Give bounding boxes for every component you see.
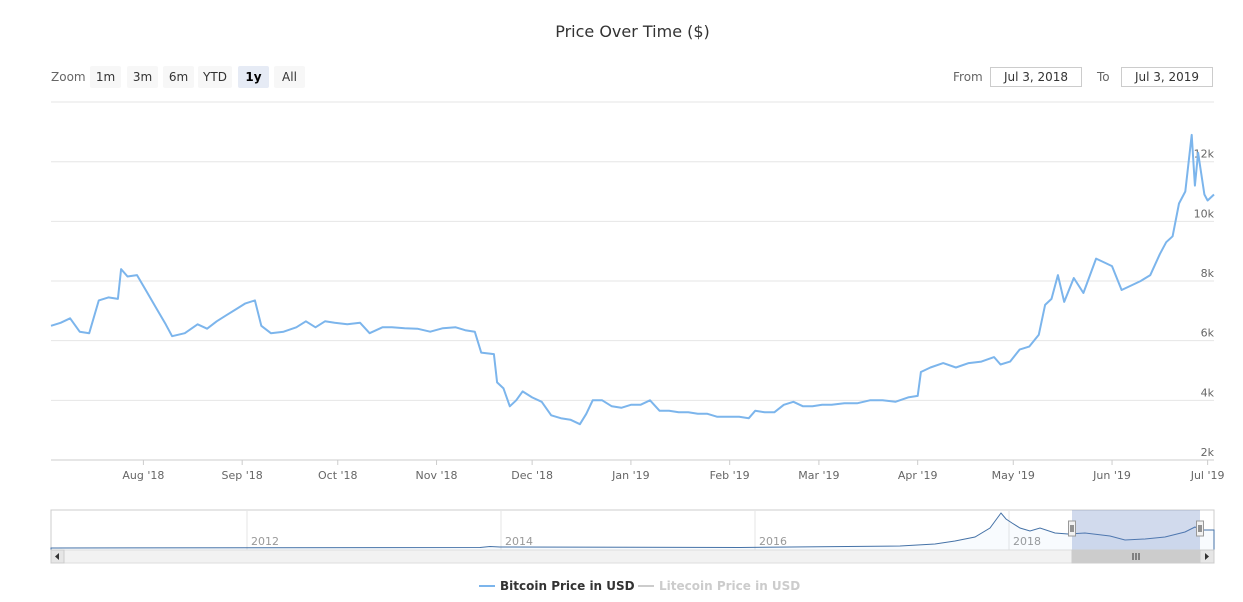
x-tick-label: Apr '19 xyxy=(898,469,938,482)
x-tick-label: May '19 xyxy=(992,469,1035,482)
legend-swatch-icon xyxy=(479,584,495,587)
x-tick-label: Nov '18 xyxy=(416,469,458,482)
zoom-button-6m[interactable]: 6m xyxy=(163,66,194,88)
zoom-label: Zoom xyxy=(51,70,86,84)
legend-item-0[interactable]: Bitcoin Price in USD xyxy=(479,579,635,593)
range-from-input[interactable]: Jul 3, 2018 xyxy=(990,67,1082,87)
y-tick-label: 6k xyxy=(1201,327,1215,340)
zoom-button-1y[interactable]: 1y xyxy=(238,66,269,88)
x-tick-label: Dec '18 xyxy=(511,469,553,482)
x-tick-label: Feb '19 xyxy=(710,469,750,482)
x-tick-label: Jan '19 xyxy=(611,469,649,482)
scrollbar-track[interactable] xyxy=(50,549,1215,564)
navigator-handle-left[interactable] xyxy=(1068,520,1076,537)
x-tick-label: Jul '19 xyxy=(1190,469,1225,482)
navigator-handle-right[interactable] xyxy=(1196,520,1204,537)
navigator[interactable]: 2012 2014 2016 2018 xyxy=(50,509,1215,551)
scrollbar-left-arrow-icon xyxy=(55,553,59,560)
zoom-button-all[interactable]: All xyxy=(274,66,305,88)
navigator-tick-label: 2014 xyxy=(505,535,533,548)
chart-title: Price Over Time ($) xyxy=(555,22,710,41)
y-tick-label: 10k xyxy=(1194,207,1215,220)
navigator-tick-label: 2016 xyxy=(759,535,787,548)
x-tick-label: Jun '19 xyxy=(1092,469,1131,482)
range-to-input[interactable]: Jul 3, 2019 xyxy=(1121,67,1213,87)
x-tick-label: Aug '18 xyxy=(122,469,164,482)
series-line-0[interactable] xyxy=(50,133,1215,426)
x-tick-label: Oct '18 xyxy=(318,469,358,482)
navigator-grid: 2012 2014 2016 2018 xyxy=(246,510,1041,550)
y-tick-label: 4k xyxy=(1201,386,1215,399)
series-layer xyxy=(50,133,1215,426)
scrollbar-right-arrow-icon xyxy=(1205,553,1209,560)
zoom-button-1m[interactable]: 1m xyxy=(90,66,121,88)
zoom-button-ytd[interactable]: YTD xyxy=(198,66,232,88)
x-tick-label: Sep '18 xyxy=(222,469,263,482)
navigator-selection[interactable] xyxy=(1072,510,1200,550)
navigator-tick-label: 2012 xyxy=(251,535,279,548)
y-tick-label: 2k xyxy=(1201,446,1215,459)
legend-item-1[interactable]: Litecoin Price in USD xyxy=(638,579,800,593)
legend-swatch-icon xyxy=(638,584,654,587)
x-tick-label: Mar '19 xyxy=(798,469,839,482)
navigator-tick-label: 2018 xyxy=(1013,535,1041,548)
y-tick-label: 8k xyxy=(1201,267,1215,280)
scrollbar[interactable] xyxy=(50,549,1215,564)
legend-label: Bitcoin Price in USD xyxy=(500,579,635,593)
legend-label: Litecoin Price in USD xyxy=(659,579,801,593)
grid-lines xyxy=(51,101,1214,461)
zoom-button-3m[interactable]: 3m xyxy=(127,66,158,88)
range-to-label: To xyxy=(1097,70,1110,84)
navigator-series xyxy=(50,512,1215,551)
range-from-label: From xyxy=(953,70,983,84)
